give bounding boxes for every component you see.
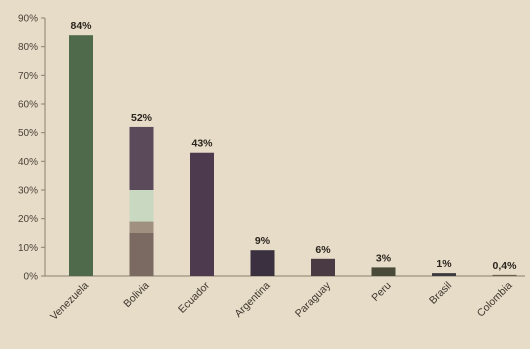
y-tick-label: 10% bbox=[18, 243, 38, 254]
y-tick-label: 40% bbox=[18, 157, 38, 168]
data-label-ecuador: 43% bbox=[191, 138, 213, 150]
y-tick-label: 30% bbox=[18, 186, 38, 197]
bar-segment-bolivia bbox=[129, 126, 154, 190]
y-tick-label: 20% bbox=[18, 214, 38, 225]
data-label-peru: 3% bbox=[376, 252, 392, 264]
y-tick-label: 70% bbox=[18, 71, 38, 82]
data-label-brasil: 1% bbox=[436, 258, 452, 270]
bar-peru bbox=[371, 267, 396, 276]
bar-colombia bbox=[492, 274, 517, 276]
data-label-argentina: 9% bbox=[255, 235, 271, 247]
data-label-colombia: 0,4% bbox=[493, 260, 518, 272]
data-label-venezuela: 84% bbox=[70, 20, 92, 32]
bar-segment-bolivia bbox=[129, 221, 154, 233]
bar-venezuela bbox=[69, 35, 93, 277]
axes: 0% 10% 20% 30% 40% 50% 60% 70% 80% 90% bbox=[18, 14, 525, 283]
y-tick-label: 60% bbox=[18, 100, 38, 111]
bar-segment-bolivia bbox=[129, 233, 154, 276]
bar-segment-bolivia bbox=[129, 190, 154, 222]
y-tick-label: 50% bbox=[18, 128, 38, 139]
data-label-bolivia: 52% bbox=[131, 112, 153, 124]
data-label-paraguay: 6% bbox=[315, 244, 331, 256]
y-tick-label: 80% bbox=[18, 42, 38, 53]
bar-brasil bbox=[432, 273, 456, 276]
bar-argentina bbox=[250, 250, 275, 276]
bars bbox=[69, 35, 517, 277]
bar-ecuador bbox=[190, 152, 214, 276]
y-tick-label: 90% bbox=[18, 14, 38, 25]
y-tick-label: 0% bbox=[24, 272, 39, 283]
bar-paraguay bbox=[311, 258, 335, 276]
